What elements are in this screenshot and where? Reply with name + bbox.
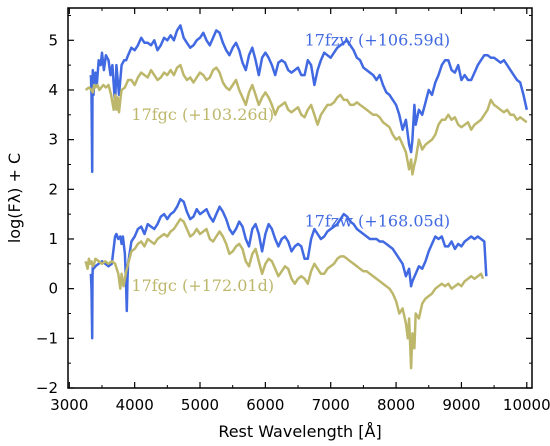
- x-tick-label: 8000: [377, 396, 415, 414]
- y-tick-label: 3: [48, 131, 58, 149]
- x-tick-label: 10000: [503, 396, 550, 414]
- spectrum-line-1: [89, 24, 529, 174]
- tick-layer: 3000 4000 5000 6000 7000 8000 9000 10000 −2 −1 0 1 2…: [36, 8, 550, 414]
- y-tick-label: −1: [36, 329, 58, 347]
- y-tick-label: 4: [48, 81, 58, 99]
- spectrum-line-4: [84, 217, 485, 370]
- spectrum-annotation-3: 17fzw (+168.05d): [305, 212, 451, 231]
- spectrum-annotation-4: 17fgc (+172.01d): [131, 276, 274, 295]
- x-tick-label: 7000: [312, 396, 350, 414]
- x-tick-label: 6000: [246, 396, 284, 414]
- y-tick-label: 1: [48, 230, 58, 248]
- annotation-layer: 17fzw (+106.59d) 17fgc (+103.26d) 17fzw (+…: [131, 30, 450, 295]
- spectrum-annotation-2: 17fgc (+103.26d): [131, 105, 274, 124]
- y-axis-label: log(Fλ) + C: [5, 153, 24, 243]
- y-tick-label: −2: [36, 379, 58, 397]
- x-tick-label: 3000: [50, 396, 88, 414]
- x-axis-label: Rest Wavelength [Å]: [218, 422, 381, 441]
- y-tick-label: 5: [48, 31, 58, 49]
- spectrum-line-2: [84, 63, 528, 176]
- x-tick-label: 5000: [181, 396, 219, 414]
- y-tick-label: 2: [48, 180, 58, 198]
- y-tick-label: 0: [48, 280, 58, 298]
- plot-frame: [67, 7, 533, 389]
- spectrum-annotation-1: 17fzw (+106.59d): [305, 30, 451, 49]
- x-tick-label: 9000: [442, 396, 480, 414]
- series-layer: [84, 24, 529, 370]
- x-tick-label: 4000: [116, 396, 154, 414]
